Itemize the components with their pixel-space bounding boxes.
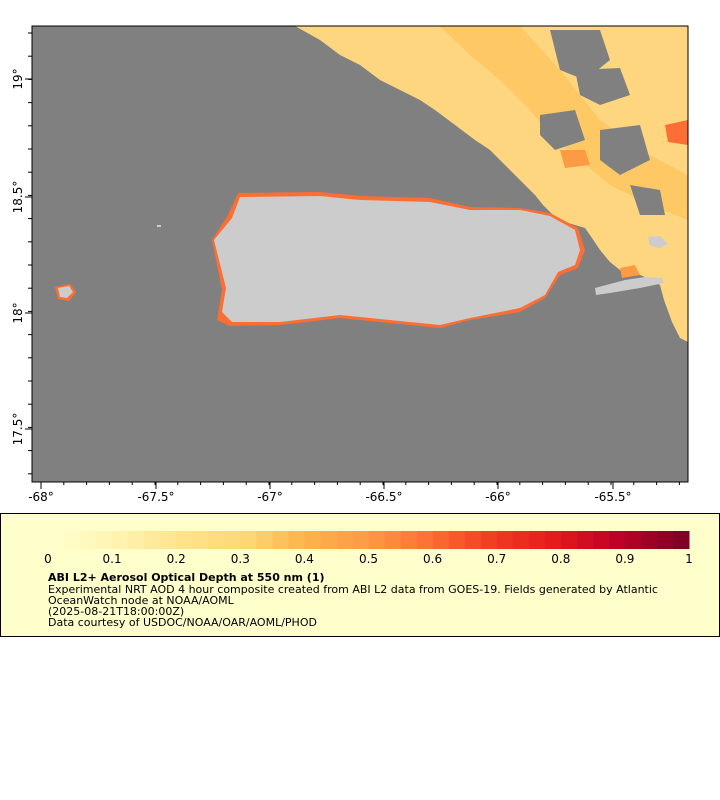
map-figure: -68° -67.5° -67° -66.5° -66° -65.5° 19°18.5°1… (11, 25, 689, 504)
lon-tick-label: -65.5° (594, 490, 631, 504)
colorbar-cell (384, 531, 402, 549)
colorbar-cell (512, 531, 530, 549)
legend-description-line-2: OceanWatch node at NOAA/AOML (48, 594, 234, 607)
colorbar-cell (592, 531, 610, 549)
colorbar-cell (256, 531, 273, 549)
colorbar-tick-label: 0.4 (295, 552, 314, 566)
colorbar-cell (160, 531, 177, 549)
colorbar-tick-label: 1 (685, 552, 693, 566)
colorbar-cell (576, 531, 594, 549)
lon-tick-label: -67° (257, 490, 283, 504)
colorbar-cells (48, 531, 690, 549)
colorbar-cell (208, 531, 225, 549)
legend-description-line-1: Experimental NRT AOD 4 hour composite cr… (48, 583, 658, 596)
colorbar-cell (368, 531, 386, 549)
colorbar-cell (144, 531, 161, 549)
colorbar-cell (176, 531, 193, 549)
aod-gap-4 (600, 125, 650, 175)
latitude-axis: 19° 18.5° 18° 17.5° (11, 32, 32, 475)
colorbar-tick-label: 0.5 (359, 552, 378, 566)
colorbar-cell (320, 531, 337, 549)
colorbar-tick-label: 0.1 (103, 552, 122, 566)
aod-gap-1 (550, 30, 610, 80)
colorbar-cell (608, 531, 626, 549)
lat-tick-label: 18° (11, 302, 25, 323)
colorbar-cell (128, 531, 145, 549)
puerto-rico-island (55, 192, 668, 328)
legend-timestamp: (2025-08-21T18:00:00Z) (48, 605, 185, 618)
desecheo-island (157, 225, 161, 227)
colorbar-cell (528, 531, 546, 549)
lon-tick-label: -67.5° (137, 490, 174, 504)
colorbar-cell (64, 531, 81, 549)
colorbar-cell (288, 531, 305, 549)
lat-tick-label: 19° (11, 68, 25, 89)
colorbar-cell (240, 531, 257, 549)
colorbar-cell (352, 531, 369, 549)
aod-gap-5 (630, 185, 665, 215)
colorbar-cell (656, 531, 674, 549)
lon-tick-label: -68° (28, 490, 54, 504)
map-panel (31, 25, 689, 483)
colorbar-tick-label: 0.3 (231, 552, 250, 566)
colorbar-cell (640, 531, 658, 549)
colorbar-cell (672, 531, 690, 549)
aod-high-patch-2 (665, 120, 688, 145)
lon-tick-label: -66.5° (365, 490, 402, 504)
colorbar-tick-label: 0.9 (615, 552, 634, 566)
longitude-axis: -68° -67.5° -67° -66.5° -66° -65.5° (28, 482, 680, 504)
colorbar-tick-label: 0.2 (167, 552, 186, 566)
aod-plume-main (295, 26, 688, 342)
colorbar-cell (432, 531, 450, 549)
vieques-culebra-land (595, 277, 664, 295)
aod-high-patch-1 (560, 150, 590, 168)
colorbar-cell (480, 531, 498, 549)
colorbar-tick-label: 0.6 (423, 552, 442, 566)
colorbar-cell (192, 531, 209, 549)
colorbar-tick-label: 0.8 (551, 552, 570, 566)
legend-credit: Data courtesy of USDOC/NOAA/OAR/AOML/PHO… (48, 616, 317, 629)
colorbar-tick-label: 0.7 (487, 552, 506, 566)
colorbar-cell (224, 531, 241, 549)
puerto-rico-land (214, 196, 580, 325)
colorbar-cell (112, 531, 129, 549)
aod-plume (295, 26, 688, 342)
colorbar-cell (336, 531, 353, 549)
colorbar-ticks: 0 0.1 0.2 0.3 0.4 0.5 0.6 0.7 0.8 0.9 1 (44, 552, 693, 566)
colorbar: 0 0.1 0.2 0.3 0.4 0.5 0.6 0.7 0.8 0.9 1 (44, 531, 693, 566)
legend-panel: 0 0.1 0.2 0.3 0.4 0.5 0.6 0.7 0.8 0.9 1 ABI L2+ Ae… (0, 513, 720, 637)
aod-high-patch-3 (620, 265, 640, 278)
lat-tick-label: 17.5° (11, 413, 25, 446)
aod-gap-3 (540, 110, 585, 150)
lon-tick-label: -66° (485, 490, 511, 504)
colorbar-cell (96, 531, 113, 549)
legend-title: ABI L2+ Aerosol Optical Depth at 550 nm … (48, 571, 325, 584)
colorbar-tick-label: 0 (44, 552, 52, 566)
colorbar-cell (400, 531, 418, 549)
colorbar-cell (304, 531, 321, 549)
colorbar-cell (544, 531, 562, 549)
colorbar-cell (272, 531, 289, 549)
colorbar-cell (416, 531, 434, 549)
colorbar-cell (48, 531, 65, 549)
colorbar-cell (560, 531, 578, 549)
aod-gap-2 (575, 68, 630, 105)
mona-island-land (58, 286, 73, 298)
colorbar-cell (80, 531, 97, 549)
culebra-land (648, 236, 668, 248)
colorbar-cell (464, 531, 482, 549)
colorbar-cell (496, 531, 514, 549)
colorbar-cell (624, 531, 642, 549)
lat-tick-label: 18.5° (11, 181, 25, 214)
colorbar-cell (448, 531, 466, 549)
